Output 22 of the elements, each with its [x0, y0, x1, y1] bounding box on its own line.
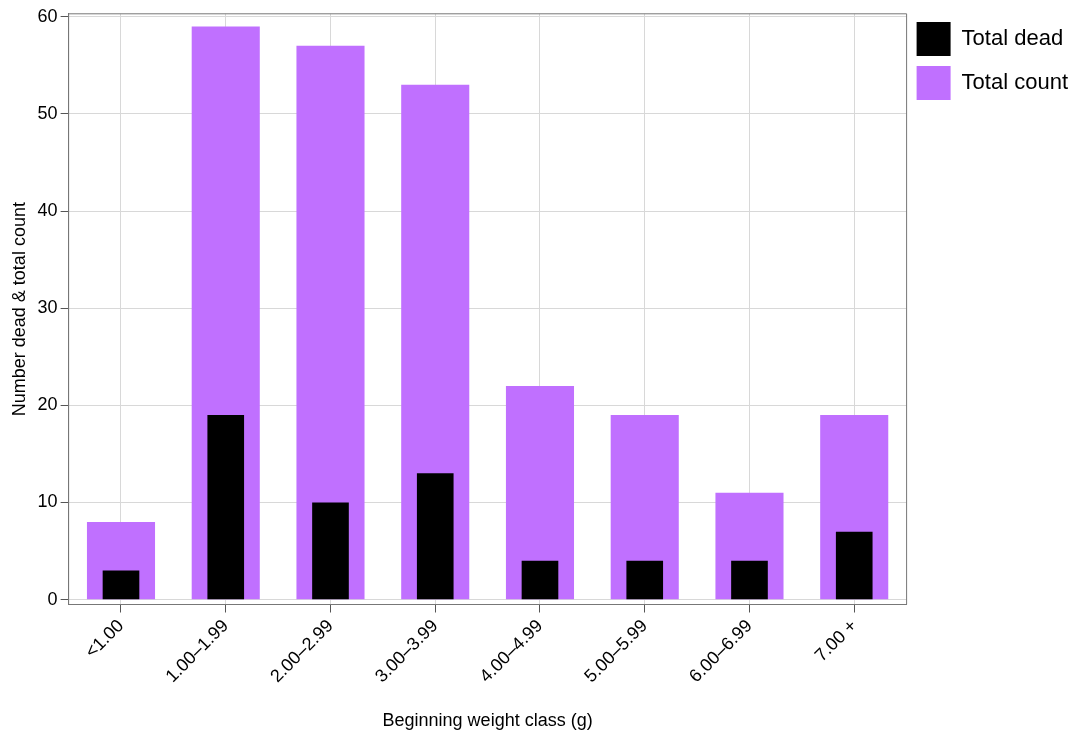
bar — [521, 560, 559, 600]
bar — [626, 560, 664, 600]
bar — [731, 560, 768, 600]
bar — [505, 385, 575, 600]
x-axis-title: Beginning weight class (g) — [382, 710, 593, 731]
x-tick-label: 7.00 + — [810, 615, 861, 666]
bar — [102, 570, 140, 600]
bar — [207, 415, 245, 600]
y-tick-label: 20 — [37, 394, 58, 415]
y-axis-title: Number dead & total count — [8, 202, 29, 417]
legend-label: Total count — [961, 69, 1068, 95]
y-tick-label: 10 — [37, 491, 58, 512]
y-tick-label: 30 — [37, 297, 58, 318]
bar — [416, 473, 454, 600]
y-tick-label: 50 — [37, 102, 58, 123]
legend-label: Total dead — [961, 25, 1064, 51]
bar — [312, 502, 349, 600]
y-tick-label: 40 — [37, 199, 58, 220]
y-tick-label: 0 — [47, 588, 58, 609]
y-tick-label: 60 — [37, 5, 58, 26]
bar — [296, 45, 365, 600]
bar — [835, 531, 873, 600]
